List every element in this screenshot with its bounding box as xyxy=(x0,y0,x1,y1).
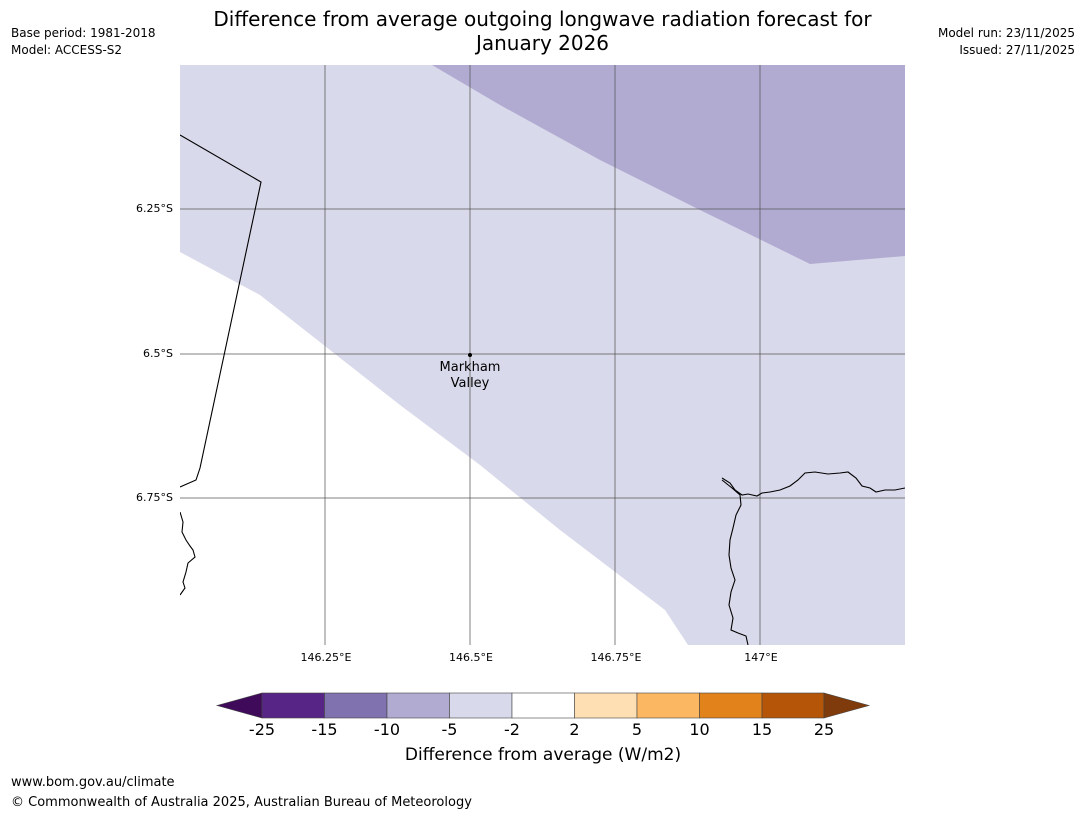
lat-label-6-25: 6.25°S xyxy=(136,202,173,215)
colorbar-extend-low xyxy=(215,692,263,719)
colorbar-seg-8 xyxy=(699,692,763,719)
lon-label-146-75: 146.75°E xyxy=(590,651,642,664)
colorbar-seg-4 xyxy=(449,692,513,719)
colorbar-title: Difference from average (W/m2) xyxy=(404,745,682,765)
base-period-text: Base period: 1981-2018 xyxy=(11,26,156,40)
colorbar-seg-3 xyxy=(386,692,450,719)
colorbar xyxy=(215,692,871,719)
colorbar-seg-5 xyxy=(511,692,575,719)
coastline-west xyxy=(180,511,196,596)
colorbar-tick-7: 5 xyxy=(631,720,643,739)
colorbar-seg-7 xyxy=(636,692,700,719)
colorbar-tick-8: 10 xyxy=(689,720,710,739)
lat-label-6-5: 6.5°S xyxy=(143,347,173,360)
footer-url: www.bom.gov.au/climate xyxy=(11,775,175,790)
colorbar-tick-9: 15 xyxy=(751,720,773,739)
place-label-markham-valley: Markham Valley xyxy=(420,360,520,392)
colorbar-seg-6 xyxy=(574,692,638,719)
place-label-line-2: Valley xyxy=(450,376,490,391)
colorbar-tick-3: -10 xyxy=(373,720,401,739)
colorbar-tick-1: -25 xyxy=(248,720,276,739)
issued-text: Issued: 27/11/2025 xyxy=(959,43,1075,57)
model-text: Model: ACCESS-S2 xyxy=(11,43,123,57)
place-label-line-1: Markham xyxy=(439,360,501,375)
title-line-2: January 2026 xyxy=(475,31,610,55)
header-right-info: Model run: 23/11/2025 Issued: 27/11/2025 xyxy=(938,25,1075,59)
model-run-text: Model run: 23/11/2025 xyxy=(937,26,1075,40)
coastline-east xyxy=(721,471,905,497)
grid-lines xyxy=(180,65,905,645)
band-dark-lavender xyxy=(432,65,905,264)
colorbar-seg-9 xyxy=(761,692,825,719)
colorbar-tick-2: -15 xyxy=(311,720,338,739)
colorbar-tick-5: -2 xyxy=(504,720,520,739)
lon-label-146-5: 146.5°E xyxy=(449,651,493,664)
footer-copyright: © Commonwealth of Australia 2025, Austra… xyxy=(11,795,472,810)
colorbar-tick-6: 2 xyxy=(569,720,580,739)
coastline-river xyxy=(721,479,749,645)
lat-label-6-75: 6.75°S xyxy=(136,491,173,504)
colorbar-extend-high xyxy=(823,692,871,719)
lon-label-146-25: 146.25°E xyxy=(300,651,352,664)
place-marker xyxy=(468,353,472,357)
colorbar-seg-2 xyxy=(324,692,388,719)
page-title: Difference from average outgoing longwav… xyxy=(180,7,905,55)
colorbar-tick-10: 25 xyxy=(813,720,835,739)
lon-label-147: 147°E xyxy=(744,651,778,664)
map-area xyxy=(180,65,905,645)
header-left-info: Base period: 1981-2018 Model: ACCESS-S2 xyxy=(11,25,156,59)
colorbar-seg-1 xyxy=(261,692,325,719)
border-line xyxy=(180,134,262,488)
title-line-1: Difference from average outgoing longwav… xyxy=(213,7,872,31)
colorbar-tick-4: -5 xyxy=(441,720,458,739)
coastlines xyxy=(180,134,905,645)
